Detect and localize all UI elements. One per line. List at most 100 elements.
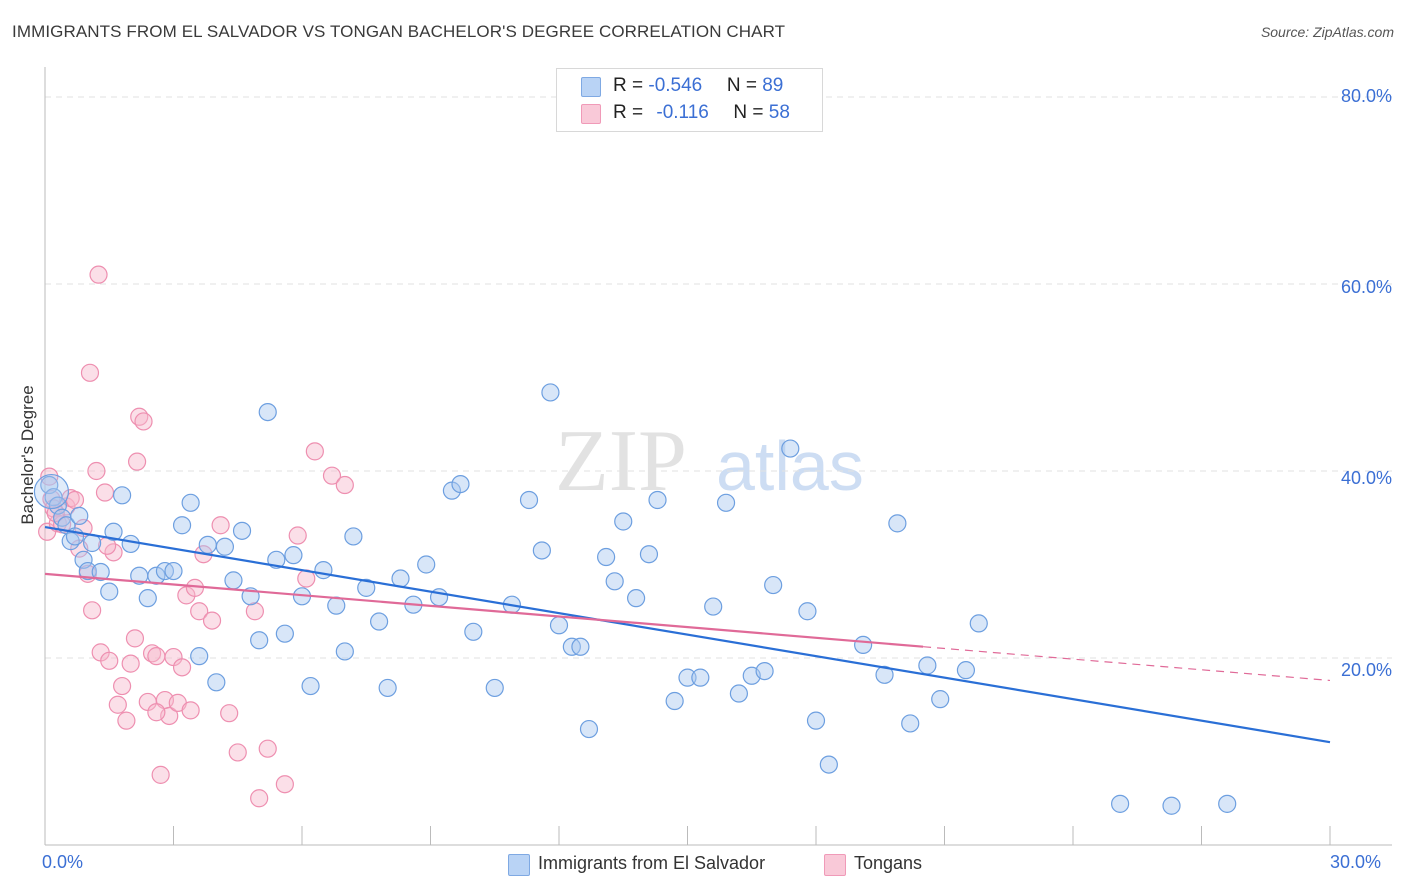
data-point: [691, 668, 710, 687]
data-point: [755, 661, 774, 681]
data-point: [83, 601, 102, 620]
data-point: [224, 571, 243, 590]
data-point: [579, 719, 599, 739]
data-point: [888, 514, 907, 533]
data-point: [108, 695, 127, 714]
data-point: [301, 676, 320, 696]
data-point: [232, 521, 252, 540]
n-value: 58: [768, 102, 790, 123]
data-point: [1218, 794, 1237, 813]
data-point: [202, 611, 222, 630]
data-point: [228, 743, 247, 762]
data-point: [798, 602, 817, 621]
data-point: [678, 668, 697, 687]
data-point: [314, 561, 333, 580]
data-point: [781, 439, 800, 458]
data-point: [172, 658, 192, 677]
data-point: [65, 490, 85, 510]
data-point: [220, 704, 239, 723]
data-point: [125, 629, 145, 648]
data-point: [335, 642, 354, 661]
data-point: [665, 691, 684, 711]
data-point: [211, 516, 230, 535]
data-point: [91, 562, 110, 582]
data-point: [639, 545, 659, 564]
data-point: [215, 537, 234, 556]
data-point: [344, 527, 363, 546]
tongans-points: [38, 265, 354, 808]
data-point: [605, 572, 624, 591]
data-point: [485, 678, 504, 698]
data-point: [626, 589, 646, 608]
data-point: [532, 541, 551, 560]
tongans-trend-line: [44, 572, 924, 648]
data-point: [288, 526, 307, 545]
data-point: [147, 566, 166, 585]
el-salvador-points: [33, 383, 1237, 815]
data-point: [112, 676, 132, 696]
data-point: [33, 473, 70, 510]
data-point: [716, 493, 736, 512]
r-label: R =: [613, 102, 649, 123]
pink-swatch-icon: [824, 854, 846, 876]
data-point: [104, 522, 123, 541]
data-point: [190, 602, 209, 621]
data-point: [854, 635, 873, 655]
data-point: [648, 490, 667, 510]
data-point: [931, 690, 950, 709]
data-point: [181, 493, 200, 512]
data-point: [78, 561, 97, 581]
data-point: [1111, 794, 1130, 813]
data-point: [729, 684, 749, 703]
grid: [45, 96, 1392, 659]
data-point: [956, 661, 976, 680]
y-tick-label: 80.0%: [1340, 86, 1392, 106]
data-point: [147, 647, 166, 666]
data-point: [151, 765, 170, 784]
data-point: [147, 703, 166, 722]
data-point: [275, 624, 294, 643]
data-point: [549, 616, 569, 635]
y-tick-label: 60.0%: [1340, 277, 1392, 297]
data-point: [87, 461, 106, 481]
data-point: [70, 506, 89, 525]
series-legend: Immigrants from El Salvador Tongans: [0, 852, 1406, 876]
pink-swatch-icon: [581, 104, 601, 124]
data-point: [322, 466, 342, 485]
data-point: [250, 631, 269, 650]
data-point: [74, 550, 93, 569]
r-label: R =: [613, 75, 649, 96]
data-point: [207, 673, 226, 692]
data-point: [541, 383, 560, 402]
data-point: [704, 597, 723, 616]
data-point: [806, 711, 826, 730]
data-point: [100, 651, 119, 670]
r-value: -0.116: [656, 102, 709, 123]
data-point: [875, 665, 894, 684]
legend-label: Tongans: [854, 853, 923, 873]
data-point: [451, 474, 470, 494]
data-point: [44, 488, 63, 507]
data-point: [127, 452, 147, 471]
data-point: [245, 602, 264, 621]
r-value: -0.546: [648, 75, 703, 96]
data-point: [614, 512, 633, 531]
data-point: [819, 755, 838, 774]
tongans-trend-extension: [923, 646, 1331, 682]
data-point: [370, 612, 389, 631]
data-point: [100, 582, 119, 601]
watermark-atlas: atlas: [716, 427, 864, 505]
data-point: [327, 596, 346, 615]
data-point: [571, 637, 590, 656]
n-label: N =: [733, 102, 769, 123]
data-point: [121, 534, 140, 554]
data-point: [198, 535, 217, 554]
watermark-zip: ZIP: [555, 413, 687, 510]
data-point: [258, 402, 277, 422]
n-value: 89: [762, 75, 784, 96]
data-point: [117, 711, 136, 730]
blue-swatch-icon: [581, 77, 601, 97]
data-point: [181, 701, 200, 720]
chart-title: IMMIGRANTS FROM EL SALVADOR VS TONGAN BA…: [12, 22, 786, 41]
